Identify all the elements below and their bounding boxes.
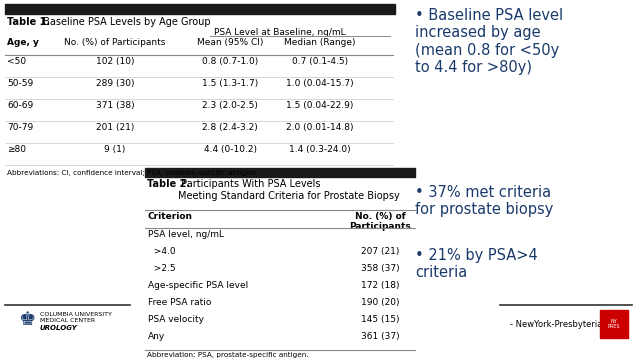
Text: 4.4 (0-10.2): 4.4 (0-10.2) xyxy=(204,145,256,154)
Text: 1.4 (0.3-24.0): 1.4 (0.3-24.0) xyxy=(289,145,351,154)
Text: 2.8 (2.4-3.2): 2.8 (2.4-3.2) xyxy=(202,123,258,132)
Text: 289 (30): 289 (30) xyxy=(96,79,134,88)
Text: 1.5 (0.04-22.9): 1.5 (0.04-22.9) xyxy=(286,101,353,110)
Text: 2.3 (2.0-2.5): 2.3 (2.0-2.5) xyxy=(202,101,258,110)
Text: Participants With PSA Levels
Meeting Standard Criteria for Prostate Biopsy: Participants With PSA Levels Meeting Sta… xyxy=(178,179,400,201)
Text: 9 (1): 9 (1) xyxy=(104,145,126,154)
Text: PSA velocity: PSA velocity xyxy=(148,315,204,324)
Text: - NewYork-Presbyterian: - NewYork-Presbyterian xyxy=(510,320,608,329)
Text: 0.8 (0.7-1.0): 0.8 (0.7-1.0) xyxy=(202,57,258,66)
Text: Free PSA ratio: Free PSA ratio xyxy=(148,298,211,307)
Text: Table 1.: Table 1. xyxy=(7,17,50,27)
Text: PSA Level at Baseline, ng/mL: PSA Level at Baseline, ng/mL xyxy=(214,28,346,37)
Text: NY
PRES: NY PRES xyxy=(608,318,620,330)
Text: UROLOGY: UROLOGY xyxy=(40,325,78,331)
Text: No. (%) of
Participants: No. (%) of Participants xyxy=(349,212,411,232)
Text: 1.0 (0.04-15.7): 1.0 (0.04-15.7) xyxy=(286,79,354,88)
Text: • Baseline PSA level
increased by age
(mean 0.8 for <50y
to 4.4 for >80y): • Baseline PSA level increased by age (m… xyxy=(415,8,563,75)
Text: • 37% met criteria
for prostate biopsy: • 37% met criteria for prostate biopsy xyxy=(415,185,553,218)
Text: Abbreviations: CI, confidence interval; PSA, prostate-specific antigen.: Abbreviations: CI, confidence interval; … xyxy=(7,170,258,176)
Text: 70-79: 70-79 xyxy=(7,123,33,132)
Text: 190 (20): 190 (20) xyxy=(360,298,399,307)
Text: ♚: ♚ xyxy=(18,310,36,329)
Text: 172 (18): 172 (18) xyxy=(360,281,399,290)
Text: >2.5: >2.5 xyxy=(148,264,175,273)
Text: 1.5 (1.3-1.7): 1.5 (1.3-1.7) xyxy=(202,79,258,88)
Text: >4.0: >4.0 xyxy=(148,247,175,256)
Text: <50: <50 xyxy=(7,57,26,66)
Text: 371 (38): 371 (38) xyxy=(96,101,135,110)
Text: 2.0 (0.01-14.8): 2.0 (0.01-14.8) xyxy=(286,123,353,132)
Text: 0.7 (0.1-4.5): 0.7 (0.1-4.5) xyxy=(292,57,348,66)
Text: Median (Range): Median (Range) xyxy=(285,38,356,47)
Text: 207 (21): 207 (21) xyxy=(361,247,399,256)
Text: Abbreviation: PSA, prostate-specific antigen.: Abbreviation: PSA, prostate-specific ant… xyxy=(147,352,309,358)
Text: 60-69: 60-69 xyxy=(7,101,33,110)
Text: 102 (10): 102 (10) xyxy=(96,57,134,66)
Text: Baseline PSA Levels by Age Group: Baseline PSA Levels by Age Group xyxy=(40,17,211,27)
Text: PSA level, ng/mL: PSA level, ng/mL xyxy=(148,230,224,239)
Text: ≥80: ≥80 xyxy=(7,145,26,154)
Text: Age, y: Age, y xyxy=(7,38,39,47)
Text: COLUMBIA UNIVERSITY
MEDICAL CENTER: COLUMBIA UNIVERSITY MEDICAL CENTER xyxy=(40,312,112,323)
Text: Mean (95% CI): Mean (95% CI) xyxy=(197,38,263,47)
Bar xyxy=(145,168,415,177)
Text: Any: Any xyxy=(148,332,165,341)
Text: Age-specific PSA level: Age-specific PSA level xyxy=(148,281,248,290)
Text: Criterion: Criterion xyxy=(148,212,193,221)
Bar xyxy=(5,4,395,14)
Text: 361 (37): 361 (37) xyxy=(360,332,399,341)
Text: 145 (15): 145 (15) xyxy=(360,315,399,324)
Text: 50-59: 50-59 xyxy=(7,79,33,88)
Text: 201 (21): 201 (21) xyxy=(96,123,134,132)
Text: Table 2.: Table 2. xyxy=(147,179,190,189)
Text: 358 (37): 358 (37) xyxy=(360,264,399,273)
Text: No. (%) of Participants: No. (%) of Participants xyxy=(64,38,166,47)
Text: • 21% by PSA>4
criteria: • 21% by PSA>4 criteria xyxy=(415,248,538,280)
Bar xyxy=(600,310,628,338)
